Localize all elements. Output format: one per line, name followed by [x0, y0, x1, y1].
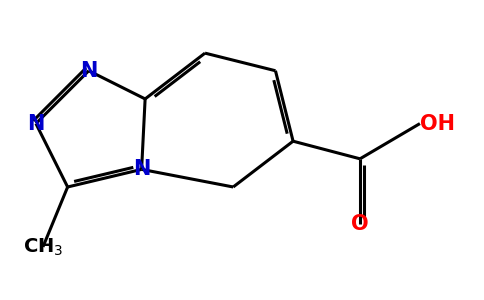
Text: CH$_3$: CH$_3$: [23, 236, 63, 257]
Text: N: N: [133, 159, 151, 179]
Text: N: N: [27, 114, 45, 134]
Text: OH: OH: [420, 114, 455, 134]
Text: O: O: [351, 214, 369, 234]
Text: N: N: [80, 61, 97, 81]
